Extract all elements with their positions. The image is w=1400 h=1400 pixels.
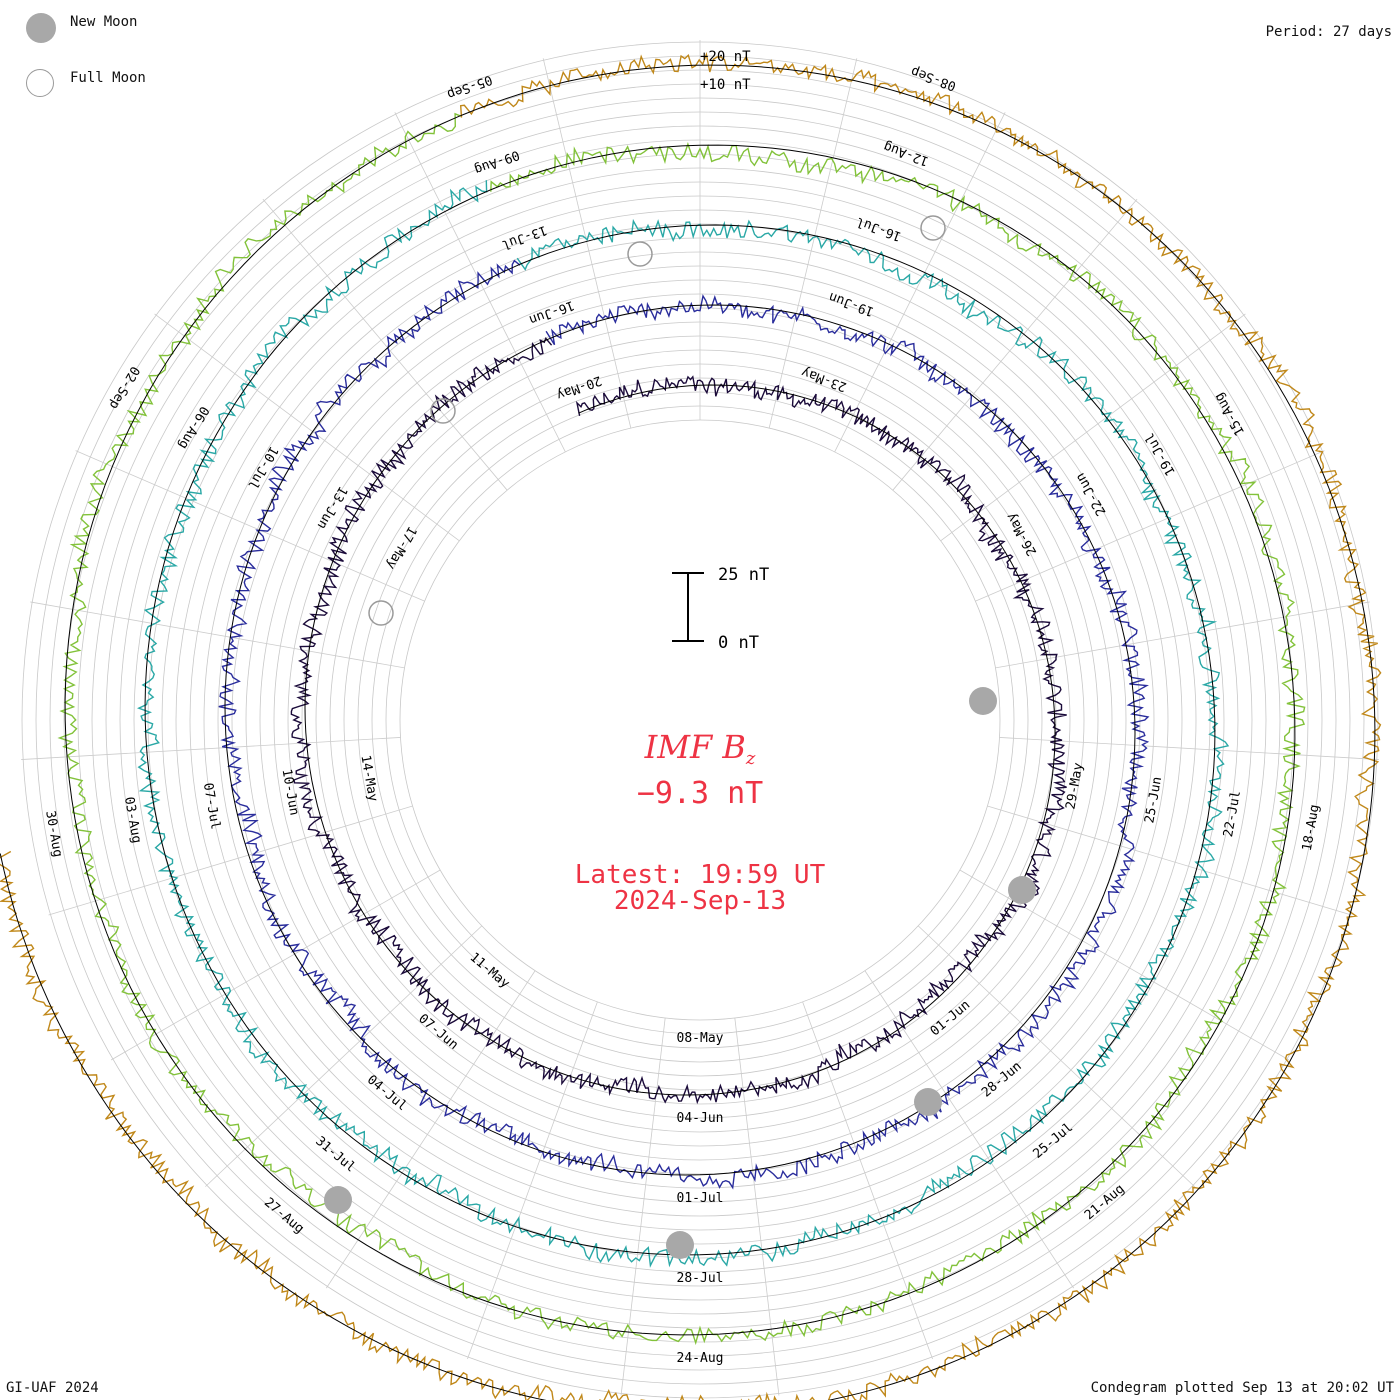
- series-line-3: [57, 112, 1306, 1346]
- period-label: Period: 27 days: [1265, 24, 1392, 40]
- date-label: 24-Aug: [677, 1351, 724, 1366]
- date-label: 11-May: [467, 950, 513, 992]
- grid-spoke: [325, 970, 536, 1289]
- ring-label-plus10: +10 nT: [700, 77, 751, 93]
- latest-date: 2024-Sep-13: [613, 886, 787, 916]
- grid-ring: [371, 391, 1029, 1049]
- date-label: 08-Sep: [909, 63, 958, 93]
- date-label: 19-Jul: [1142, 430, 1178, 478]
- zero-baseline-1: [224, 263, 1136, 1176]
- new-moon-marker: [1008, 876, 1036, 904]
- date-label: 04-Jul: [364, 1072, 410, 1114]
- chart-title-main: IMF B: [644, 728, 746, 766]
- date-label: 12-Aug: [882, 138, 931, 168]
- grid-spoke: [940, 313, 1246, 542]
- grid-spoke: [999, 737, 1379, 760]
- grid-spoke: [110, 869, 441, 1061]
- date-label: 04-Jun: [677, 1111, 724, 1126]
- date-label: 02-Sep: [106, 363, 143, 411]
- scale-bar: 25 nT 0 nT: [672, 565, 769, 653]
- footer-credit: GI-UAF 2024: [6, 1380, 99, 1396]
- full-moon-marker: [368, 600, 394, 626]
- full-moon-marker: [920, 215, 946, 241]
- grid-spoke: [205, 925, 483, 1187]
- grid-ring: [399, 419, 1001, 1021]
- scale-bar-bottom-label: 0 nT: [718, 633, 759, 653]
- grid-ring: [385, 405, 1015, 1035]
- full-moon-icon: [26, 69, 54, 97]
- grid-spoke: [768, 58, 858, 429]
- series-line-0: [290, 337, 1067, 1105]
- date-label: 25-Jul: [1030, 1120, 1076, 1162]
- grid-ring: [329, 349, 1071, 1091]
- date-label: 07-Jun: [415, 1011, 461, 1053]
- date-label: 31-Jul: [312, 1134, 358, 1176]
- grid-ring: [315, 335, 1085, 1105]
- zero-baseline-3: [64, 115, 1296, 1336]
- grid-spoke: [75, 450, 425, 602]
- new-moon-marker: [666, 1231, 694, 1259]
- grid-spoke: [892, 198, 1138, 491]
- footer-plot-time: Condegram plotted Sep 13 at 20:02 UT: [1090, 1380, 1394, 1396]
- date-label: 19-Jun: [827, 289, 876, 319]
- new-moon-icon: [26, 13, 56, 43]
- full-moon-marker: [430, 398, 456, 424]
- date-label: 26-May: [1004, 510, 1041, 558]
- grid-spoke: [917, 925, 1195, 1187]
- date-label: 08-May: [677, 1031, 724, 1046]
- grid-spoke: [542, 58, 632, 429]
- zero-baseline-0: [304, 338, 1056, 1096]
- series-line-1: [218, 259, 1150, 1190]
- grid-ring: [287, 307, 1113, 1133]
- grid-spoke: [21, 737, 401, 760]
- zero-baseline-4: [0, 64, 1376, 1400]
- ring-label-plus20: +20 nT: [700, 49, 751, 65]
- date-label: 13-Jun: [314, 483, 350, 531]
- date-label: 28-Jun: [979, 1059, 1025, 1101]
- date-label: 09-Aug: [472, 147, 521, 177]
- chart-title: IMF Bz: [0, 728, 1400, 769]
- grid-spoke: [262, 198, 508, 491]
- full-moon-marker: [627, 241, 653, 267]
- legend-new-moon-label: New Moon: [70, 14, 138, 30]
- moon-markers: [324, 215, 1036, 1259]
- new-moon-marker: [969, 687, 997, 715]
- series-line-2: [136, 180, 1230, 1268]
- date-label: 01-Jun: [928, 998, 974, 1040]
- new-moon-marker: [914, 1088, 942, 1116]
- zero-baseline-2: [144, 189, 1216, 1256]
- series-line-4: [0, 51, 1382, 1400]
- grid-spoke: [995, 601, 1370, 669]
- latest-value: −9.3 nT: [636, 776, 764, 811]
- data-series: [0, 51, 1382, 1400]
- grid-ring: [301, 321, 1099, 1119]
- grid-spoke: [987, 805, 1352, 916]
- date-label: 16-Jul: [854, 214, 903, 244]
- date-label: 23-May: [799, 364, 848, 394]
- chart-title-sub: z: [745, 748, 756, 769]
- new-moon-marker: [324, 1186, 352, 1214]
- grid-spoke: [394, 112, 566, 453]
- grid-ring: [357, 377, 1043, 1063]
- scale-bar-top-label: 25 nT: [718, 565, 769, 585]
- date-label: 28-Jul: [677, 1271, 724, 1286]
- grid-spoke: [30, 601, 405, 669]
- grid-spoke: [802, 1001, 933, 1360]
- grid-rings: [21, 40, 1379, 1399]
- date-label: 16-Jun: [527, 297, 576, 327]
- latest-time: Latest: 19:59 UT: [574, 860, 826, 890]
- grid-spoke: [467, 1001, 598, 1360]
- date-label: 01-Jul: [677, 1191, 724, 1206]
- grid-spoke: [975, 450, 1325, 602]
- legend-full-moon-label: Full Moon: [70, 70, 146, 86]
- grid-spoke: [154, 313, 460, 542]
- grid-spoke: [834, 112, 1006, 453]
- grid-spoke: [734, 1017, 780, 1396]
- date-label: 15-Aug: [1212, 390, 1248, 438]
- grid-spoke: [48, 805, 413, 916]
